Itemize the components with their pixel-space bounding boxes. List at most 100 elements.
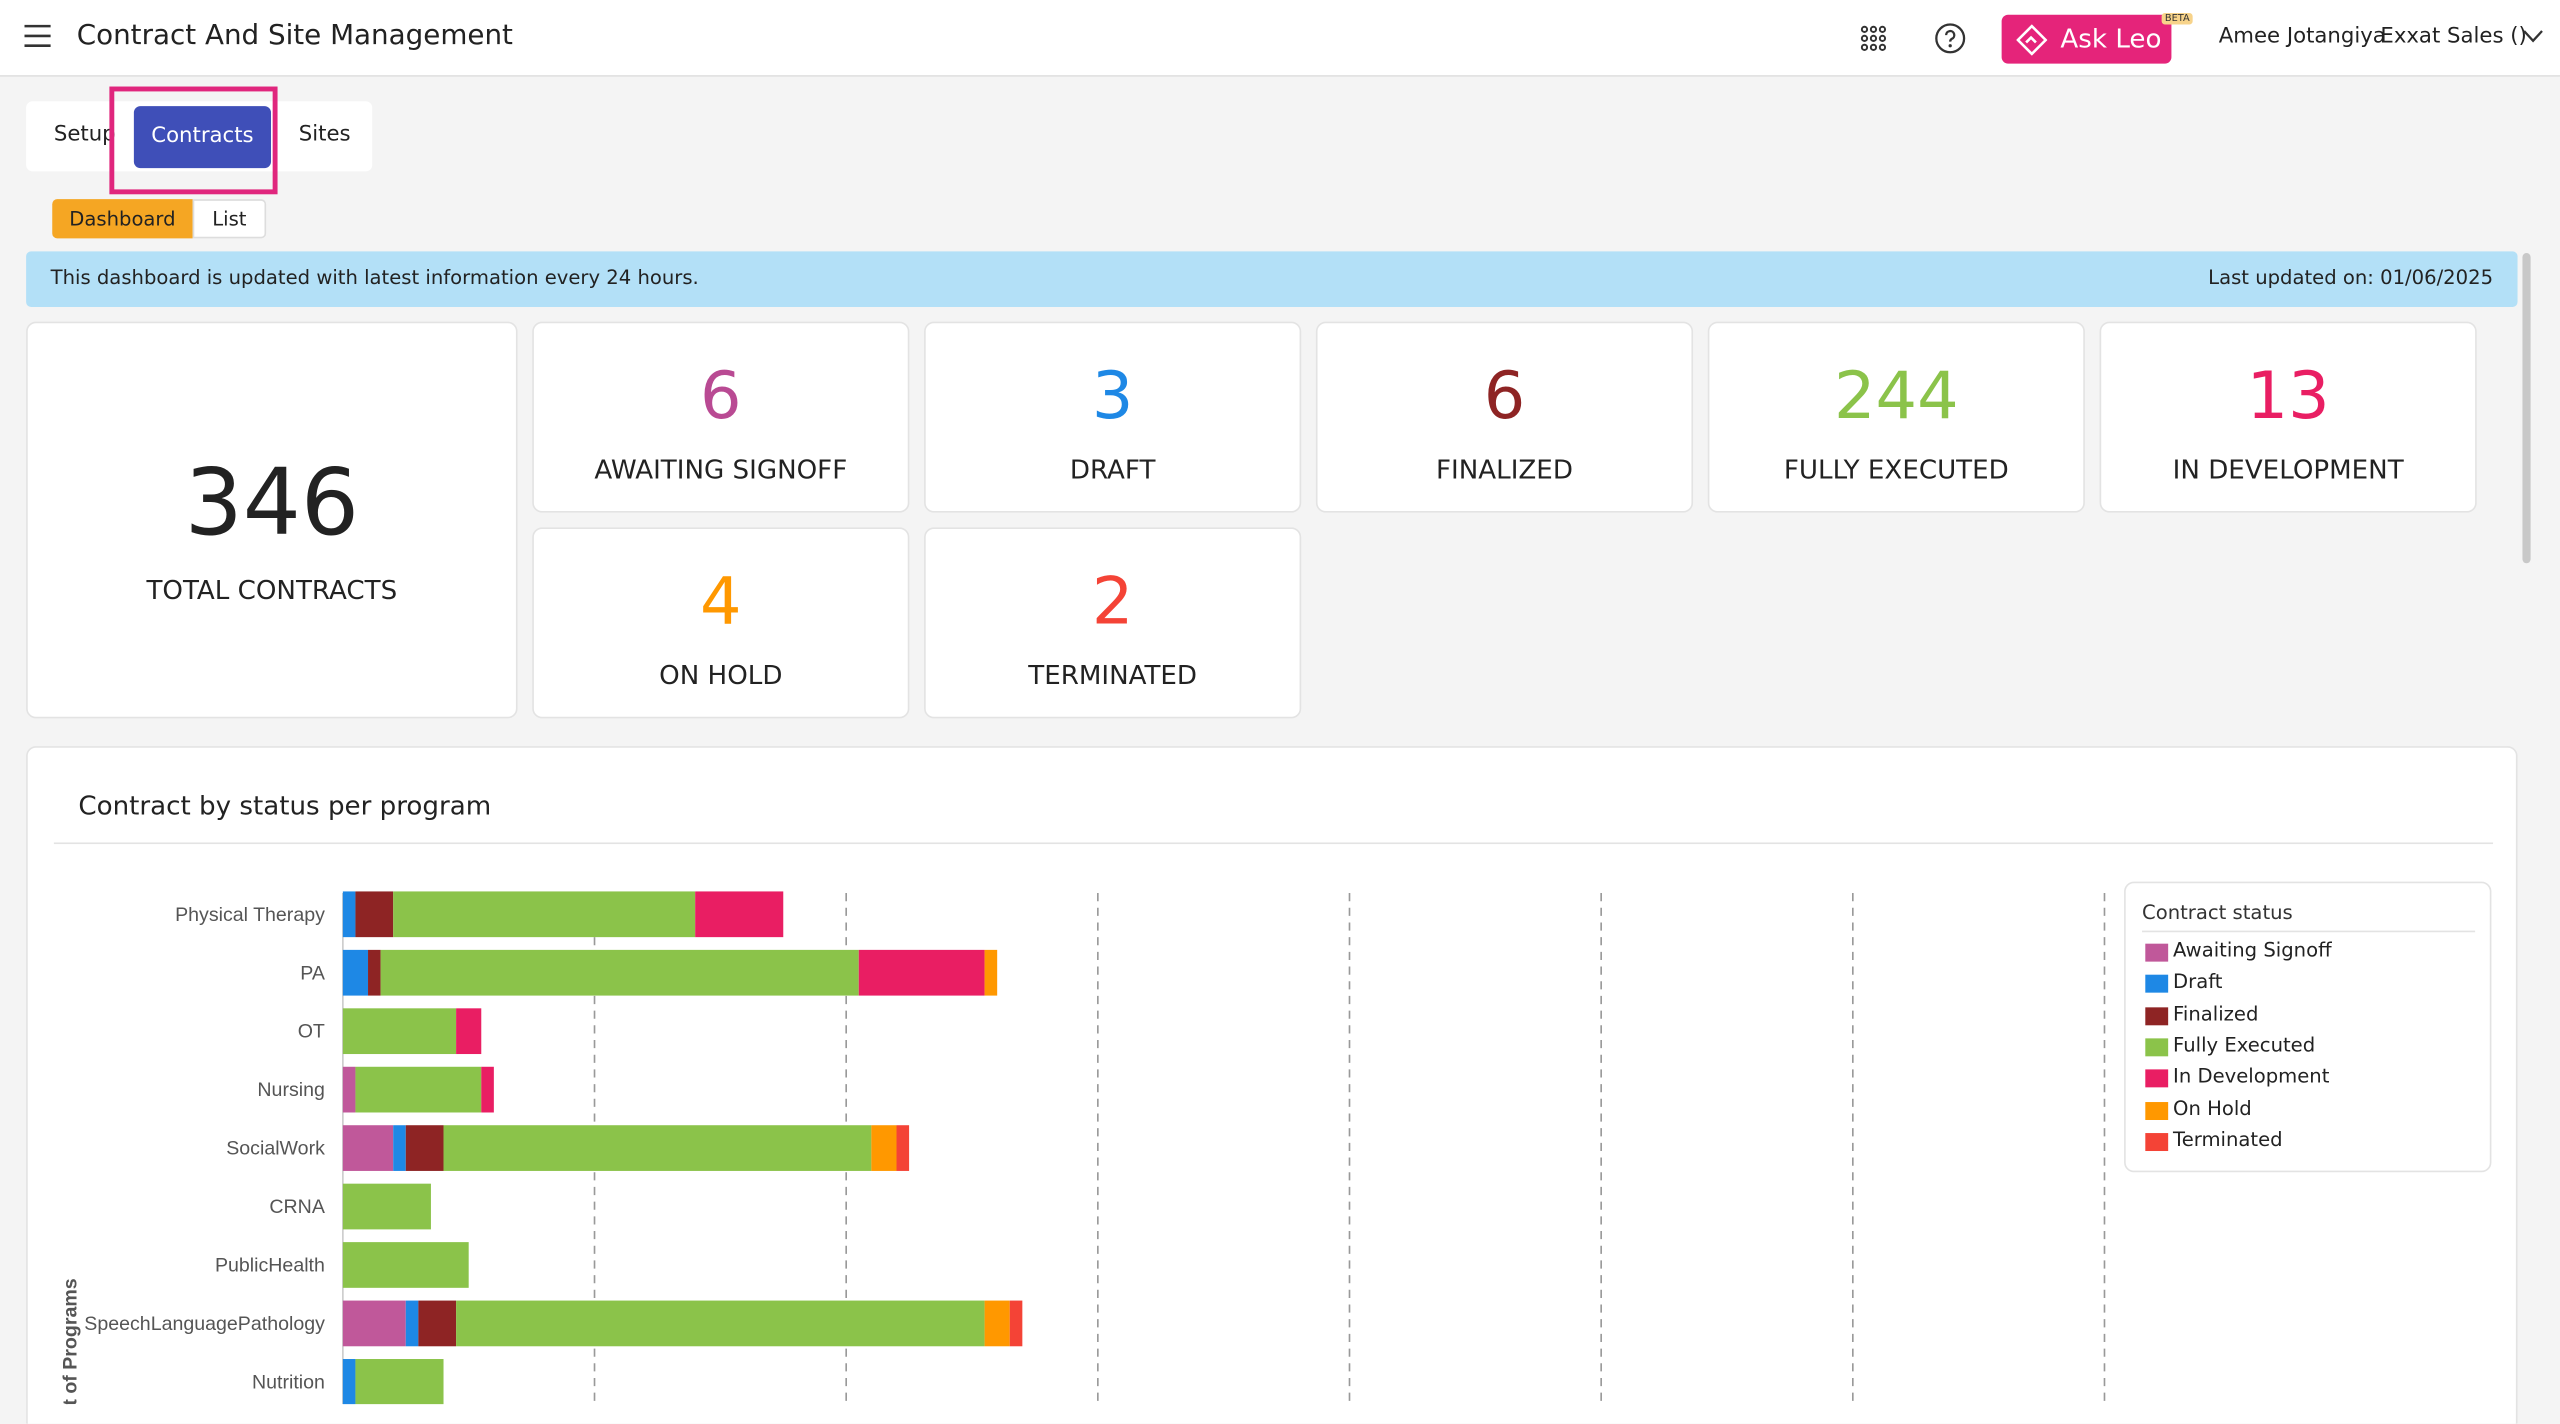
- bar-segment: [380, 949, 859, 996]
- bar-segment: [695, 891, 784, 938]
- stat-label: IN DEVELOPMENT: [2172, 453, 2404, 485]
- y-axis-label: Count of Programs: [60, 1278, 82, 1404]
- bar-segment: [984, 949, 998, 996]
- bar-segment: [393, 1125, 406, 1171]
- legend-swatch: [2145, 1101, 2169, 1120]
- bar-segment: [342, 1300, 406, 1347]
- info-banner: This dashboard is updated with latest in…: [26, 251, 2518, 307]
- stat-value: 244: [1833, 359, 1959, 435]
- y-tick-label: Nutrition: [252, 1371, 325, 1393]
- legend-divider: [2142, 930, 2476, 933]
- legend-label: Draft: [2173, 970, 2223, 994]
- stat-value: 6: [700, 359, 742, 435]
- stat-value: 6: [1483, 359, 1526, 435]
- chart-title: Contract by status per program: [78, 790, 492, 822]
- menu-icon[interactable]: [24, 24, 52, 48]
- stat-value: 4: [700, 564, 742, 640]
- chevron-icon[interactable]: [2522, 29, 2543, 44]
- bar-segment: [342, 1359, 356, 1405]
- last-updated: Last updated on: 01/06/2025: [2208, 266, 2494, 289]
- bar-segment: [1009, 1300, 1023, 1347]
- stat-card: 6 AWAITING SIGNOFF: [532, 321, 910, 513]
- y-tick-label: Nursing: [257, 1079, 324, 1101]
- stat-card: 244 FULLY EXECUTED: [1707, 321, 2085, 513]
- total-label: TOTAL CONTRACTS: [146, 574, 398, 606]
- legend-label: On Hold: [2173, 1096, 2252, 1120]
- ask-leo-button[interactable]: Ask Leo: [2001, 14, 2172, 64]
- bar-segment: [368, 949, 381, 996]
- tab[interactable]: Setup: [53, 122, 116, 147]
- legend-label: Terminated: [2173, 1127, 2283, 1151]
- bar-segment: [896, 1125, 910, 1171]
- legend-label: Fully Executed: [2173, 1033, 2316, 1057]
- bar-segment: [393, 891, 696, 938]
- stat-card: 13 IN DEVELOPMENT: [2099, 321, 2477, 513]
- stat-label: TERMINATED: [1028, 659, 1198, 691]
- bar-segment: [858, 949, 985, 996]
- stat-card: 2 TERMINATED: [924, 527, 1302, 719]
- y-tick-label: SpeechLanguagePathology: [84, 1313, 325, 1335]
- bar-segment: [342, 949, 369, 996]
- stat-label: FINALIZED: [1436, 453, 1573, 485]
- bar-segment: [418, 1300, 457, 1347]
- subtab[interactable]: List: [192, 199, 267, 239]
- highlight-box: [109, 86, 278, 195]
- stat-value: 2: [1091, 564, 1134, 640]
- bar-segment: [456, 1300, 985, 1347]
- legend-swatch: [2145, 1132, 2169, 1151]
- bar-segment: [871, 1125, 897, 1171]
- legend-swatch: [2145, 943, 2169, 962]
- header: Contract And Site Management Ask Leo BET…: [0, 0, 2560, 77]
- app-title: Contract And Site Management: [76, 19, 513, 53]
- stat-card: 3 DRAFT: [924, 321, 1302, 513]
- total-value: 346: [184, 450, 360, 557]
- subtab-active[interactable]: Dashboard: [52, 199, 193, 239]
- bar-segment: [355, 891, 394, 938]
- banner-message: This dashboard is updated with latest in…: [50, 266, 699, 289]
- legend-swatch: [2145, 1069, 2169, 1088]
- legend-label: In Development: [2173, 1064, 2330, 1088]
- scrollbar[interactable]: [2522, 253, 2531, 564]
- legend-title: Contract status: [2142, 901, 2293, 925]
- bar-segment: [456, 1008, 482, 1055]
- org-name[interactable]: Exxat Sales (): [2380, 24, 2527, 49]
- ask-leo-label: Ask Leo: [2060, 22, 2162, 54]
- legend-swatch: [2145, 1006, 2169, 1025]
- total-card: 346 TOTAL CONTRACTS: [26, 321, 518, 719]
- legend-swatch: [2145, 975, 2169, 994]
- stat-label: AWAITING SIGNOFF: [594, 453, 848, 485]
- bar-segment: [355, 1066, 482, 1113]
- help-icon[interactable]: [1935, 23, 1966, 54]
- bar-segment: [342, 1183, 431, 1230]
- bar-segment: [342, 1125, 394, 1171]
- legend-label: Finalized: [2173, 1001, 2259, 1025]
- bar-segment: [405, 1300, 419, 1347]
- stat-label: FULLY EXECUTED: [1783, 453, 2009, 485]
- bar-segment: [405, 1125, 444, 1171]
- tab[interactable]: Sites: [298, 122, 351, 147]
- stat-label: DRAFT: [1069, 453, 1156, 485]
- y-tick-label: PublicHealth: [215, 1255, 325, 1277]
- bar-segment: [984, 1300, 1010, 1347]
- stat-label: ON HOLD: [659, 659, 783, 691]
- tab-active[interactable]: Contracts: [133, 106, 272, 169]
- divider: [53, 842, 2494, 845]
- legend-label: Awaiting Signoff: [2173, 938, 2332, 962]
- beta-badge: BETA: [2161, 13, 2194, 25]
- leo-icon: [2016, 24, 2048, 56]
- legend: Contract status Awaiting Signoff Draft Fin…: [2124, 881, 2492, 1173]
- bar-segment: [342, 1242, 469, 1288]
- y-tick-label: Physical Therapy: [175, 904, 325, 926]
- stat-card: 4 ON HOLD: [532, 527, 910, 719]
- y-tick-label: OT: [298, 1021, 325, 1043]
- bar-segment: [355, 1359, 444, 1405]
- bar-segment: [342, 1066, 356, 1113]
- stat-card: 6 FINALIZED: [1315, 321, 1694, 513]
- apps-icon[interactable]: [1860, 24, 1888, 52]
- bar-segment: [342, 1008, 457, 1055]
- tab-bar: Setup Contracts Sites: [26, 101, 373, 172]
- stat-value: 3: [1091, 359, 1134, 435]
- bar-segment: [342, 891, 356, 938]
